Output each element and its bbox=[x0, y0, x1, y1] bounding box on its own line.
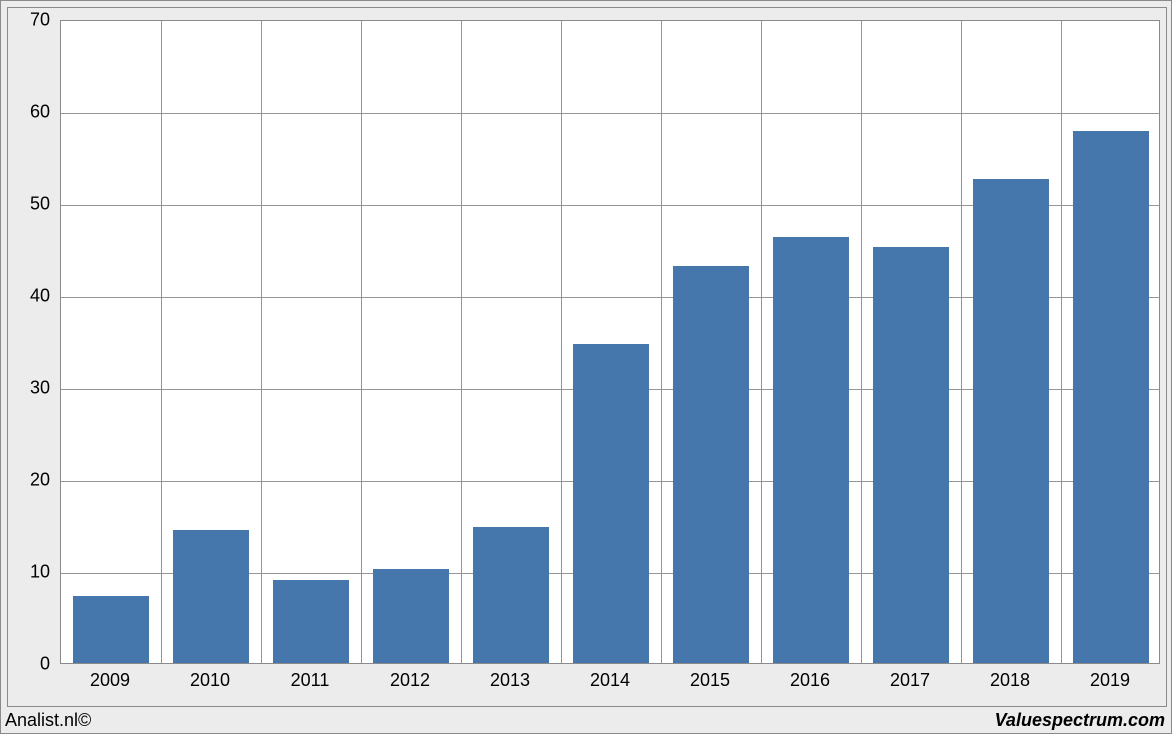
x-tick-label: 2011 bbox=[291, 670, 330, 691]
x-tick-label: 2013 bbox=[490, 670, 530, 691]
plot-area bbox=[60, 20, 1160, 664]
grid-line-v bbox=[161, 21, 162, 663]
grid-line-v bbox=[261, 21, 262, 663]
bar bbox=[1073, 131, 1149, 663]
bar bbox=[173, 530, 249, 663]
x-tick-label: 2019 bbox=[1090, 670, 1130, 691]
bar bbox=[73, 596, 149, 663]
bar bbox=[873, 247, 949, 663]
bar bbox=[773, 237, 849, 663]
x-tick-label: 2015 bbox=[690, 670, 730, 691]
grid-line-v bbox=[961, 21, 962, 663]
y-tick-label: 40 bbox=[8, 286, 50, 307]
grid-line-v bbox=[661, 21, 662, 663]
grid-line-v bbox=[361, 21, 362, 663]
grid-line-h bbox=[61, 113, 1159, 114]
bar bbox=[973, 179, 1049, 663]
bar bbox=[373, 569, 449, 663]
bar bbox=[673, 266, 749, 663]
bar bbox=[573, 344, 649, 663]
y-tick-label: 60 bbox=[8, 102, 50, 123]
grid-line-v bbox=[1061, 21, 1062, 663]
y-tick-label: 10 bbox=[8, 562, 50, 583]
x-tick-label: 2018 bbox=[990, 670, 1030, 691]
x-tick-label: 2010 bbox=[190, 670, 230, 691]
grid-line-v bbox=[861, 21, 862, 663]
grid-line-v bbox=[761, 21, 762, 663]
chart-outer-frame: 0 10 20 30 40 50 60 70 2009 2010 2011 2012 2013 2014… bbox=[0, 0, 1172, 734]
x-tick-label: 2012 bbox=[390, 670, 430, 691]
y-tick-label: 20 bbox=[8, 470, 50, 491]
y-tick-label: 0 bbox=[8, 654, 50, 675]
bar bbox=[273, 580, 349, 663]
y-tick-label: 50 bbox=[8, 194, 50, 215]
x-tick-label: 2009 bbox=[90, 670, 130, 691]
grid-line-v bbox=[561, 21, 562, 663]
bar bbox=[473, 527, 549, 663]
y-tick-label: 70 bbox=[8, 10, 50, 31]
chart-inner-frame: 0 10 20 30 40 50 60 70 2009 2010 2011 2012 2013 2014… bbox=[7, 7, 1167, 707]
footer-left-credit: Analist.nl© bbox=[5, 710, 91, 731]
x-tick-label: 2014 bbox=[590, 670, 630, 691]
x-tick-label: 2016 bbox=[790, 670, 830, 691]
grid-line-v bbox=[461, 21, 462, 663]
footer-right-credit: Valuespectrum.com bbox=[995, 710, 1165, 731]
x-tick-label: 2017 bbox=[890, 670, 930, 691]
y-tick-label: 30 bbox=[8, 378, 50, 399]
